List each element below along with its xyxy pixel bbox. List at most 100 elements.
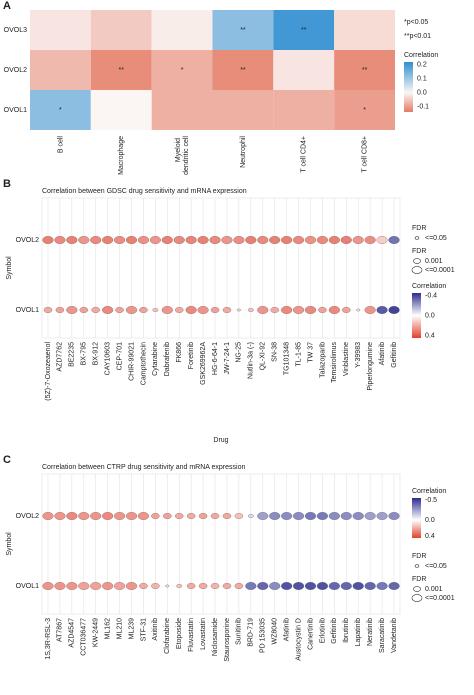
heatmap-cell [90,90,152,130]
dot [102,235,114,244]
legend-title: FDR [412,576,426,583]
dot [102,306,114,315]
dot [340,582,352,591]
x-tick-label: FK866 [176,342,183,363]
x-tick-label: BX-912 [93,342,100,365]
dot [222,582,232,590]
dot [113,235,126,244]
colorbar-tick-label: 0.2 [417,62,427,69]
legend-symbol [414,564,420,568]
row-label: OVOL2 [4,67,27,74]
dot [356,308,361,312]
dot [257,306,269,315]
colorbar-title: Correlation [404,52,438,59]
heatmap-cell [151,10,213,50]
x-tick-label: ML210 [116,618,123,640]
dot [66,512,78,521]
dot [66,582,78,591]
x-tick-label: CAY10603 [104,342,111,375]
dot [210,306,220,314]
dot [304,306,317,315]
legend-symbol [413,258,421,264]
dot [352,582,364,591]
chart-title: Correlation between CTRP drug sensitivit… [42,464,245,471]
dot [137,235,150,244]
dot [161,306,173,315]
dot [281,235,293,244]
heatmap-cell [273,50,335,90]
dot [352,235,364,244]
significance-legend: *p<0.05 [404,19,428,26]
x-tick-label: Piperlongumine [367,342,374,391]
x-tick-label: Canertinib [307,618,314,650]
plot-frame [41,197,401,339]
dot [328,306,340,315]
dot [257,582,269,591]
dot [210,582,220,590]
legend-symbol [411,594,423,602]
dot [42,582,54,591]
colorbar [412,293,421,338]
dot [316,512,329,521]
significance-label: * [59,107,62,114]
dot [222,512,232,520]
dot [151,512,160,520]
dot [176,583,183,589]
dot [174,306,184,314]
dot [78,582,90,591]
dot [281,306,293,315]
dot [197,235,209,244]
colorbar-tick-label: 0.4 [425,332,435,339]
x-tick-label: PD 153035 [260,618,267,653]
heatmap-cell [212,50,274,90]
x-tick-label: Niclosamide [212,618,219,656]
x-tick-label: TG101348 [283,342,290,375]
significance-legend: **p<0.01 [404,33,431,40]
colorbar-tick-label: -0.1 [417,103,429,110]
x-tick-label: HG-6-64-1 [212,342,219,375]
heatmap-cell [90,50,152,90]
x-tick-label: Sunitinib [236,618,243,645]
x-tick-label: Fluvastatin [188,618,195,652]
row-label: OVOL3 [4,27,27,34]
dot [173,235,185,244]
dot [292,306,305,315]
legend-symbol [414,236,420,240]
column-label: Macrophage [118,136,125,175]
x-tick-label: Dabrafenib [164,342,171,376]
x-tick-label: BX-795 [81,342,88,365]
dot [54,582,66,591]
dot [388,306,400,315]
dot [281,512,293,521]
x-tick-label: ML239 [128,618,135,640]
x-tick-label: Nutlin-3a (-) [248,342,255,379]
dot [257,235,269,244]
dot [79,306,89,314]
heatmap-cell [334,90,395,130]
heatmap-cell [151,50,213,90]
dot [165,584,170,588]
legend-title: FDR [412,248,426,255]
x-tick-label: Temsirolimus [331,342,338,383]
dot [328,582,340,591]
dot [328,235,340,244]
dot [137,512,150,521]
heatmap-cell [334,50,395,90]
x-tick-label: SN-38 [272,342,279,362]
column-label: Neutrophil [240,136,247,168]
y-tick-label: OVOL1 [16,583,39,590]
column-label: Myeloid dendritic cell [175,136,190,175]
x-tick-label: STF-31 [140,618,147,641]
dot [198,512,208,520]
x-tick-label: (5Z)-7-Oxozeaenol [45,342,52,401]
significance-label: ** [240,67,246,74]
x-tick-label: Afatinib [283,618,290,641]
dot [113,582,126,591]
dot [292,512,305,521]
dot [161,235,173,244]
dot [304,512,317,521]
dot [174,512,184,520]
x-tick-label: TL-1-85 [295,342,302,367]
x-tick-label: Axitinib [152,618,159,641]
panel-label: C [3,454,11,466]
